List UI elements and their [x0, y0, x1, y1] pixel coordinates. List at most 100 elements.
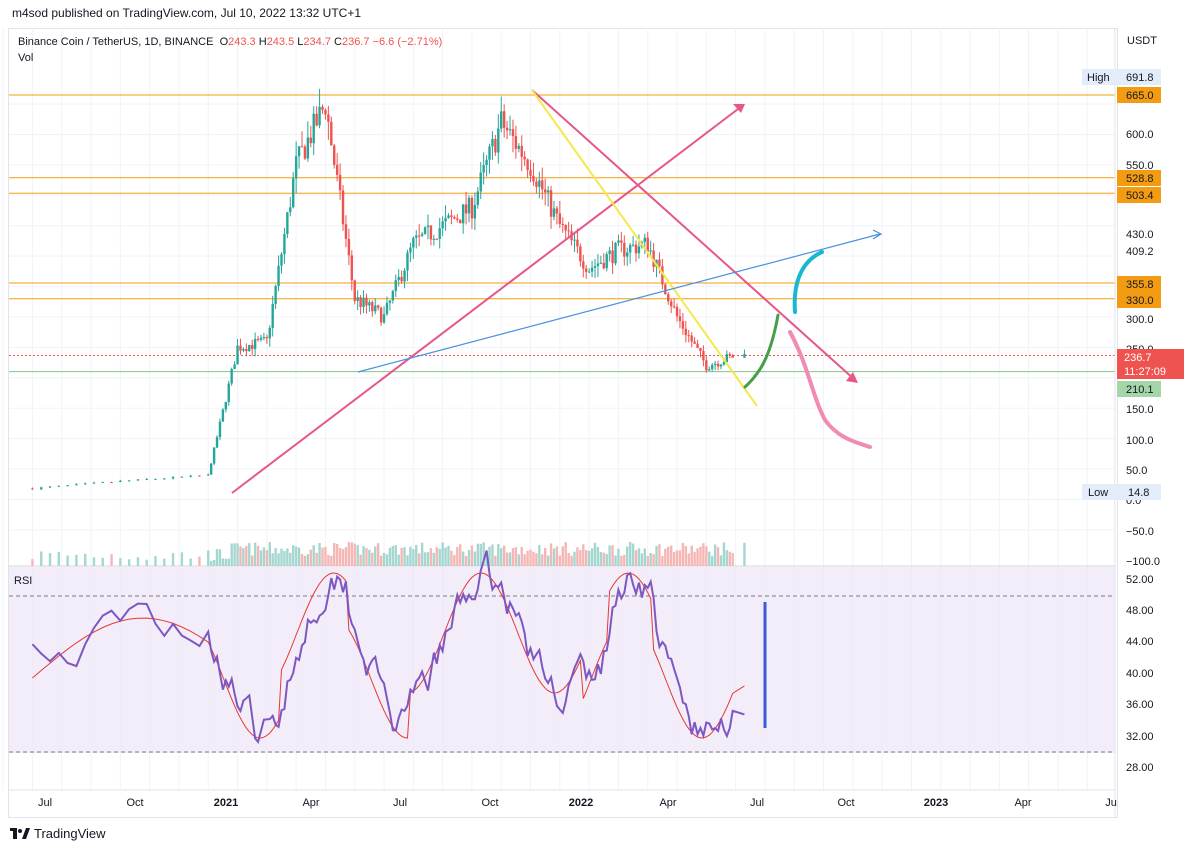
volume-bar	[245, 546, 248, 566]
volume-bar	[338, 547, 342, 566]
volume-bar	[482, 542, 485, 566]
candle-body	[541, 180, 544, 190]
candle-body	[716, 363, 720, 367]
candle-body	[631, 244, 635, 246]
candle-body	[297, 146, 301, 157]
volume-bar	[218, 549, 222, 566]
volume-bar	[280, 548, 283, 566]
volume-bar	[101, 557, 104, 566]
volume-bar	[672, 552, 676, 566]
volume-bar	[585, 550, 588, 566]
candle-body	[418, 235, 421, 237]
volume-bar	[456, 547, 459, 566]
candle-body	[511, 129, 515, 137]
volume-bar	[57, 552, 61, 566]
volume-bar	[294, 546, 298, 566]
volume-bar	[441, 542, 444, 566]
time-tick-label: Jul	[38, 797, 52, 809]
candle-body	[335, 164, 339, 175]
candle-body	[690, 335, 693, 342]
volume-bar	[464, 555, 468, 566]
price-tick-label: 600.0	[1126, 129, 1154, 141]
candle-body	[365, 297, 368, 306]
candle-body	[283, 234, 286, 255]
volume-bar	[292, 545, 295, 566]
candle-body	[585, 268, 588, 272]
volume-bar	[426, 552, 430, 566]
volume-bar	[459, 544, 462, 566]
volume-bar	[180, 552, 184, 566]
volume-bar	[306, 554, 310, 566]
time-tick-label: 2023	[924, 797, 948, 809]
candle-body	[110, 482, 113, 484]
candle-body	[658, 259, 661, 267]
volume-bar	[567, 552, 570, 566]
volume-bar	[412, 548, 415, 566]
yellow-trend-line	[531, 89, 758, 407]
volume-bar	[579, 549, 582, 566]
candle-body	[48, 486, 52, 488]
volume-bar	[631, 543, 635, 566]
candle-body	[637, 246, 641, 254]
candle-body	[538, 180, 541, 187]
volume-bar	[608, 545, 611, 566]
candle-body	[508, 129, 512, 131]
candle-body	[617, 240, 620, 243]
candle-body	[318, 106, 321, 126]
volume-bar	[602, 552, 605, 566]
candle-body	[163, 478, 166, 480]
tradingview-footer[interactable]: TradingView	[10, 826, 106, 841]
volume-bar	[382, 553, 386, 566]
volume-bar	[453, 554, 456, 566]
candle-body	[400, 276, 403, 282]
candle-body	[315, 113, 318, 126]
rsi-tick-label: 48.00	[1126, 605, 1154, 617]
candle-body	[497, 128, 500, 153]
pink-arrowhead-icon	[733, 104, 745, 113]
candle-body	[579, 246, 582, 262]
volume-bar	[262, 547, 266, 566]
volume-bar	[353, 543, 356, 566]
volume-bar	[189, 558, 192, 566]
candle-body	[154, 478, 157, 480]
volume-bar	[520, 546, 523, 566]
candle-body	[467, 197, 471, 214]
rsi-tick-label: 36.00	[1126, 699, 1154, 711]
volume-bar	[552, 548, 556, 566]
candle-body	[215, 437, 219, 448]
chart-frame[interactable]	[8, 28, 1118, 818]
candle-body	[505, 127, 509, 131]
candle-body	[309, 137, 312, 144]
candle-body	[696, 343, 699, 348]
candle-body	[576, 239, 579, 247]
candle-body	[312, 113, 315, 144]
candle-body	[667, 294, 670, 302]
rsi-tick-label: 44.00	[1126, 636, 1154, 648]
high-value: 691.8	[1126, 72, 1154, 84]
volume-bar	[259, 550, 263, 566]
pink-arrowhead-icon	[846, 372, 858, 383]
volume-bar	[248, 543, 251, 566]
candle-body	[672, 306, 676, 308]
volume-bar	[429, 548, 433, 566]
volume-bar	[702, 543, 705, 566]
price-tick-label: −100.0	[1126, 556, 1160, 568]
trend-drawings	[231, 89, 883, 494]
volume-bar	[207, 550, 210, 566]
candle-body	[708, 369, 711, 371]
low-value: 14.8	[1128, 487, 1149, 499]
volume-bar	[626, 546, 629, 566]
volume-bar	[675, 550, 679, 566]
volume-bar	[661, 555, 664, 566]
volume-bar	[154, 556, 157, 566]
volume-bar	[400, 547, 403, 566]
candle-body	[719, 364, 723, 367]
low-badge	[1082, 484, 1161, 500]
volume-bar	[230, 543, 233, 566]
volume-bar	[696, 548, 699, 566]
volume-bar	[435, 547, 438, 566]
volume-bar	[242, 548, 245, 566]
volume-bar	[470, 545, 474, 566]
